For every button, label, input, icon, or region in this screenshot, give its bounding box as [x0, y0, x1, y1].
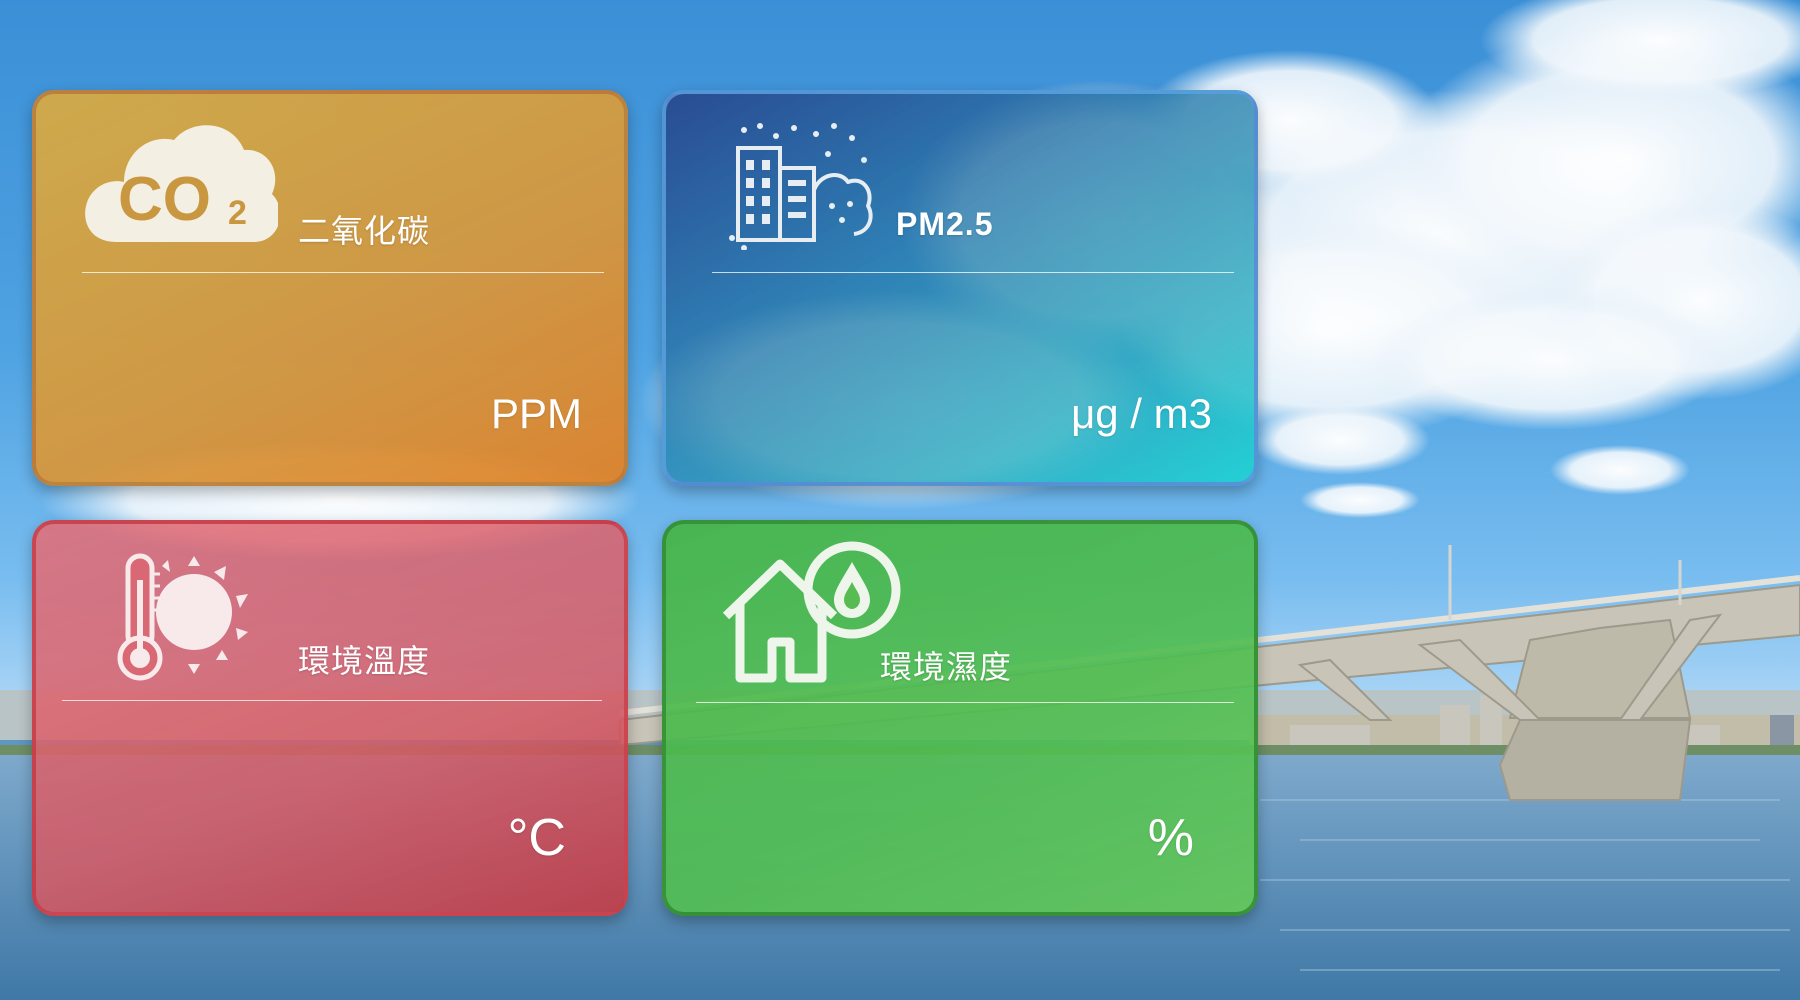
- pm25-title: PM2.5: [896, 206, 994, 242]
- co2-cloud-icon: CO 2: [85, 125, 278, 242]
- city-dust-icon: [729, 123, 873, 250]
- pm25-card: PM2.5 μg / m3: [662, 90, 1258, 486]
- pm25-divider: [712, 272, 1234, 273]
- house-droplet-icon: [722, 541, 901, 683]
- co2-icon-text: CO: [118, 165, 211, 234]
- humidity-title: 環境濕度: [880, 648, 1013, 686]
- humidity-divider: [696, 702, 1234, 703]
- temperature-divider: [62, 700, 602, 701]
- co2-icon-subscript: 2: [228, 194, 247, 232]
- humidity-unit: %: [1147, 809, 1194, 867]
- co2-divider: [82, 272, 604, 273]
- co2-title: 二氧化碳: [298, 212, 431, 250]
- thermometer-sun-icon: [117, 553, 248, 681]
- humidity-card: 環境濕度 %: [662, 520, 1258, 916]
- co2-card: CO 2 二氧化碳 PPM: [32, 90, 628, 486]
- temperature-card: 環境溫度 °C: [32, 520, 628, 916]
- pm25-unit: μg / m3: [1071, 390, 1212, 437]
- temperature-title: 環境溫度: [298, 642, 431, 680]
- co2-unit: PPM: [490, 390, 582, 437]
- temperature-unit: °C: [507, 809, 566, 867]
